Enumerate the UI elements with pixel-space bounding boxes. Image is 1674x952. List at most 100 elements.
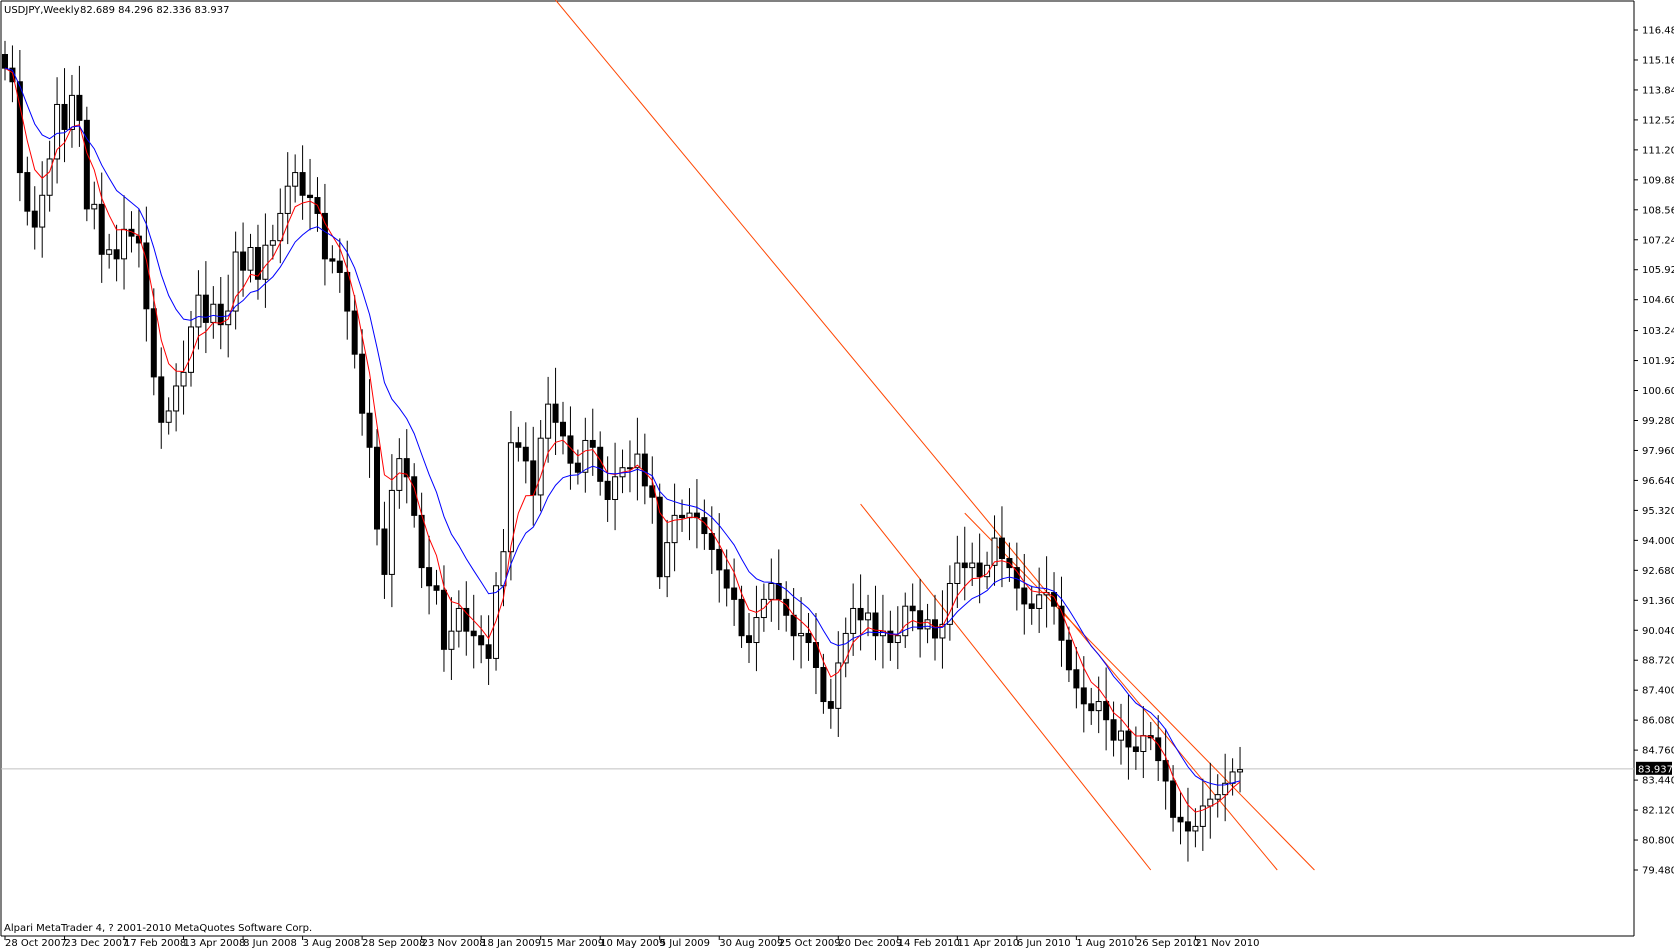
candle-body	[909, 605, 916, 612]
candle-body	[1177, 816, 1184, 823]
candle-body	[798, 632, 805, 637]
candle-body	[344, 271, 351, 312]
candle-body	[188, 326, 194, 373]
time-tick-label: 3 Aug 2008	[303, 938, 361, 948]
candle-body	[887, 630, 894, 644]
candle-body	[731, 587, 738, 600]
candle-body	[277, 212, 284, 242]
price-tick-label: 94.000	[1642, 536, 1674, 547]
moving-averages	[4, 67, 1241, 813]
candle-body	[351, 310, 358, 355]
candle-body	[1192, 825, 1199, 832]
candle-body	[879, 630, 886, 637]
candle-body	[329, 258, 336, 262]
candle-body	[24, 172, 31, 212]
candle-body	[679, 514, 686, 519]
candle-body	[54, 103, 61, 160]
candle-body	[202, 294, 209, 323]
candle-body	[850, 607, 857, 634]
candle-body	[671, 514, 678, 544]
candle-body	[612, 476, 619, 500]
candle-body	[1125, 730, 1132, 748]
candle-body	[76, 94, 83, 121]
candle-body	[485, 644, 492, 659]
price-tick-label: 97.960	[1642, 446, 1674, 457]
candle-body	[61, 103, 68, 130]
ma-slow-line	[4, 67, 1241, 786]
time-tick-label: 23 Nov 2008	[422, 938, 486, 948]
price-tick-label: 96.640	[1642, 476, 1674, 487]
candle-body	[827, 701, 834, 709]
candle-body	[842, 632, 849, 664]
candle-body	[1155, 737, 1162, 762]
candle-body	[924, 619, 931, 630]
candle-body	[388, 489, 395, 575]
candle-body	[552, 403, 559, 423]
trendlines	[555, 0, 1315, 871]
candle-body	[247, 246, 254, 271]
price-tick-label: 90.040	[1642, 626, 1674, 637]
price-tick-label: 95.320	[1642, 506, 1674, 517]
candle-body	[1095, 701, 1102, 712]
candle-body	[150, 308, 157, 378]
candle-body	[1065, 639, 1072, 671]
price-tick-label: 107.240	[1642, 235, 1674, 246]
price-tick-label: 104.600	[1642, 295, 1674, 306]
candle-body	[626, 467, 633, 470]
time-tick-label: 8 Jun 2008	[243, 938, 297, 948]
candle-body	[634, 453, 641, 469]
candle-body	[478, 635, 485, 646]
candle-body	[984, 564, 991, 578]
candle-body	[507, 442, 514, 553]
candle-body	[1036, 594, 1043, 609]
candle-body	[403, 458, 410, 478]
candle-body	[1140, 735, 1147, 752]
candle-body	[1229, 771, 1236, 784]
candle-body	[515, 442, 522, 448]
time-tick-label: 1 Aug 2010	[1076, 938, 1134, 948]
candle-body	[1103, 701, 1110, 721]
candle-body	[522, 446, 529, 462]
candle-body	[359, 353, 366, 414]
candle-body	[143, 242, 150, 310]
candle-body	[173, 385, 180, 412]
trendline-2	[860, 503, 1152, 871]
candle-body	[1073, 669, 1080, 689]
time-tick-label: 14 Feb 2010	[898, 938, 960, 948]
candle-body	[961, 562, 968, 569]
candle-body	[716, 548, 723, 571]
candle-body	[708, 533, 715, 550]
time-tick-label: 28 Sep 2008	[362, 938, 425, 948]
time-tick-label: 5 Jul 2009	[660, 938, 710, 948]
copyright-label: Alpari MetaTrader 4, ? 2001-2010 MetaQuo…	[4, 923, 312, 934]
candle-body	[783, 598, 790, 616]
candle-body	[31, 210, 38, 228]
time-tick-label: 10 May 2009	[600, 938, 665, 948]
candle-body	[448, 630, 455, 650]
price-marker-box	[1636, 761, 1672, 775]
candle-body	[768, 582, 775, 600]
plot-border	[0, 0, 1635, 937]
candle-body	[998, 537, 1005, 560]
candle-body	[1028, 603, 1035, 609]
price-tick-label: 91.360	[1642, 596, 1674, 607]
time-tick-label: 6 Jun 2010	[1017, 938, 1071, 948]
candle-body	[411, 476, 418, 516]
candle-body	[254, 246, 261, 280]
ma-fast-line	[4, 67, 1241, 813]
symbol-label: USDJPY,Weekly	[4, 5, 80, 16]
price-tick-label: 88.720	[1642, 656, 1674, 667]
price-tick-label: 103.240	[1642, 326, 1674, 337]
candle-body	[917, 610, 924, 630]
candle-body	[307, 194, 314, 199]
time-tick-label: 18 Jan 2009	[481, 938, 541, 948]
price-tick-label: 82.120	[1642, 806, 1674, 817]
candle-body	[954, 562, 961, 584]
time-tick-label: 25 Oct 2009	[779, 938, 841, 948]
price-tick-label: 105.920	[1642, 265, 1674, 276]
candle-body	[217, 303, 224, 326]
time-tick-label: 26 Sep 2010	[1136, 938, 1199, 948]
candle-body	[835, 662, 842, 709]
price-marker: 83.937	[1636, 761, 1673, 775]
candle-body	[374, 446, 380, 530]
